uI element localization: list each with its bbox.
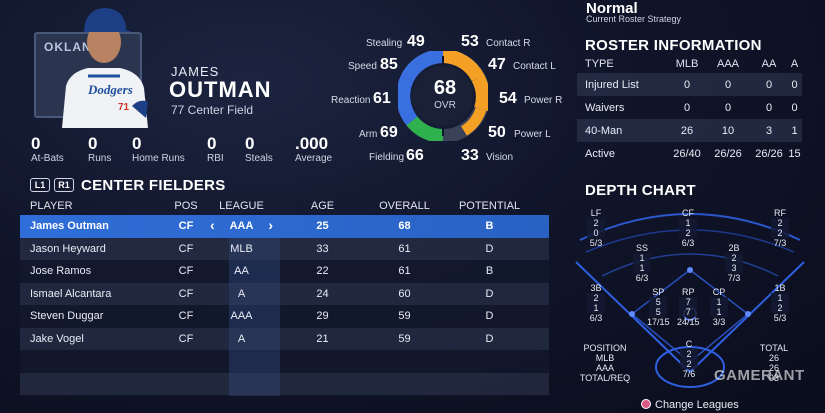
rating-fielding-label: Fielding: [369, 152, 405, 163]
ovr-label: OVR: [434, 100, 456, 111]
table-row: Injured List 0 0 0 0: [577, 73, 802, 96]
rating-stealing-label: Stealing: [366, 38, 403, 49]
player-first-name: JAMES: [171, 64, 220, 79]
svg-text:71: 71: [118, 102, 130, 113]
league-prev-arrow-icon[interactable]: ‹: [210, 217, 215, 234]
gamerant-watermark: GAMERANT: [714, 367, 805, 384]
rating-reaction-value: 61: [373, 90, 391, 107]
player-number-position: 77 Center Field: [171, 103, 254, 117]
rating-contact-l-value: 47: [488, 56, 506, 73]
table-row-empty: [20, 372, 549, 395]
depth-rp[interactable]: RP 7 7 24/15: [677, 287, 700, 327]
rating-arm-label: Arm: [359, 129, 378, 140]
rating-stealing-value: 49: [407, 33, 425, 50]
depth-lf[interactable]: LF 2 0 5/3: [587, 208, 605, 248]
roster-information-title: ROSTER INFORMATION: [585, 37, 762, 54]
table-row: Waivers 0 0 0 0: [585, 101, 798, 114]
table-row-selected[interactable]: James Outman CF ‹ AAA › 25 68 B: [20, 215, 549, 238]
change-leagues-button[interactable]: Change Leagues: [641, 399, 739, 411]
center-fielders-table-bg: [20, 216, 549, 396]
player-last-name: OUTMAN: [169, 77, 272, 102]
depth-sp[interactable]: SP 5 5 17/15: [647, 287, 670, 327]
table-row[interactable]: Ismael Alcantara CF A 24 60 D: [20, 282, 549, 305]
depth-cp[interactable]: CP 1 1 3/3: [710, 287, 728, 327]
table-row: 40-Man 26 10 3 1: [577, 119, 802, 142]
depth-legend-position: POSITION MLB AAA TOTAL/REQ: [579, 343, 631, 383]
stat-steals: 0 Steals: [245, 134, 273, 164]
stat-rbi: 0 RBI: [207, 134, 224, 164]
stat-runs: 0 Runs: [88, 134, 112, 164]
table-row[interactable]: Steven Duggar CF AAA 29 59 D: [30, 310, 494, 323]
rating-vision-label: Vision: [486, 152, 514, 163]
l1-button[interactable]: L1: [30, 178, 50, 192]
rating-contact-r-value: 53: [461, 33, 479, 50]
table-row: Active 26/40 26/26 26/26 15: [585, 147, 801, 160]
ovr-ring-chart: [398, 51, 488, 141]
roster-strategy-title[interactable]: Normal: [586, 0, 638, 17]
player-photo: Dodgers 71: [62, 8, 148, 128]
table-header-row: PLAYER POS LEAGUE AGE OVERALL POTENTIAL: [30, 200, 521, 212]
rating-contact-r-label: Contact R: [486, 38, 531, 49]
depth-c[interactable]: C 2 2 7/6: [680, 339, 698, 379]
stat-average: .000 Average: [295, 134, 333, 164]
ovr-value: 68: [433, 77, 457, 99]
roster-strategy-subtitle: Current Roster Strategy: [586, 14, 682, 24]
table-row[interactable]: Jose Ramos CF AA 22 61 B: [30, 265, 494, 278]
center-fielders-title: CENTER FIELDERS: [81, 177, 226, 194]
team-logo-text: OKLAN: [44, 40, 92, 54]
rating-arm-value: 69: [380, 124, 398, 141]
depth-3b[interactable]: 3B 2 1 6/3: [587, 283, 605, 323]
rating-contact-l-label: Contact L: [513, 61, 556, 72]
rating-fielding-value: 66: [406, 147, 424, 164]
league-next-arrow-icon[interactable]: ›: [268, 217, 273, 234]
depth-ss[interactable]: SS 1 1 6/3: [633, 243, 651, 283]
rating-power-r-value: 54: [499, 90, 517, 107]
depth-1b[interactable]: 1B 1 2 5/3: [771, 283, 789, 323]
rating-power-l-value: 50: [488, 124, 506, 141]
stat-at-bats: 0 At-Bats: [31, 134, 64, 164]
rating-speed-value: 85: [380, 56, 398, 73]
table-row-empty: [20, 350, 549, 373]
rating-speed-label: Speed: [348, 61, 377, 72]
depth-legend-total: TOTAL 26 26 93: [759, 343, 789, 383]
table-header-row: TYPE MLB AAA AA A: [585, 58, 799, 70]
center-fielders-table: PLAYER POS LEAGUE AGE OVERALL POTENTIAL …: [20, 197, 549, 395]
r1-button[interactable]: R1: [54, 178, 74, 192]
table-row[interactable]: Jason Heyward CF MLB 33 61 D: [20, 237, 549, 260]
league-column-highlight: [229, 216, 280, 396]
depth-rf[interactable]: RF 2 2 7/3: [771, 208, 789, 248]
depth-2b[interactable]: 2B 2 3 7/3: [725, 243, 743, 283]
rating-vision-value: 33: [461, 147, 479, 164]
depth-chart-title: DEPTH CHART: [585, 182, 696, 199]
table-row[interactable]: Jake Vogel CF A 21 59 D: [20, 327, 549, 350]
depth-cf[interactable]: CF 1 2 6/3: [679, 208, 697, 248]
circle-button-icon: [641, 399, 651, 409]
stat-home-runs: 0 Home Runs: [132, 134, 185, 164]
roster-information-table: TYPE MLB AAA AA A Injured List 0 0 0 0 Waivers 0 0…: [577, 55, 802, 165]
rating-reaction-label: Reaction: [331, 95, 371, 106]
svg-text:Dodgers: Dodgers: [87, 82, 133, 97]
rating-power-l-label: Power L: [514, 129, 551, 140]
rating-power-r-label: Power R: [524, 95, 563, 106]
